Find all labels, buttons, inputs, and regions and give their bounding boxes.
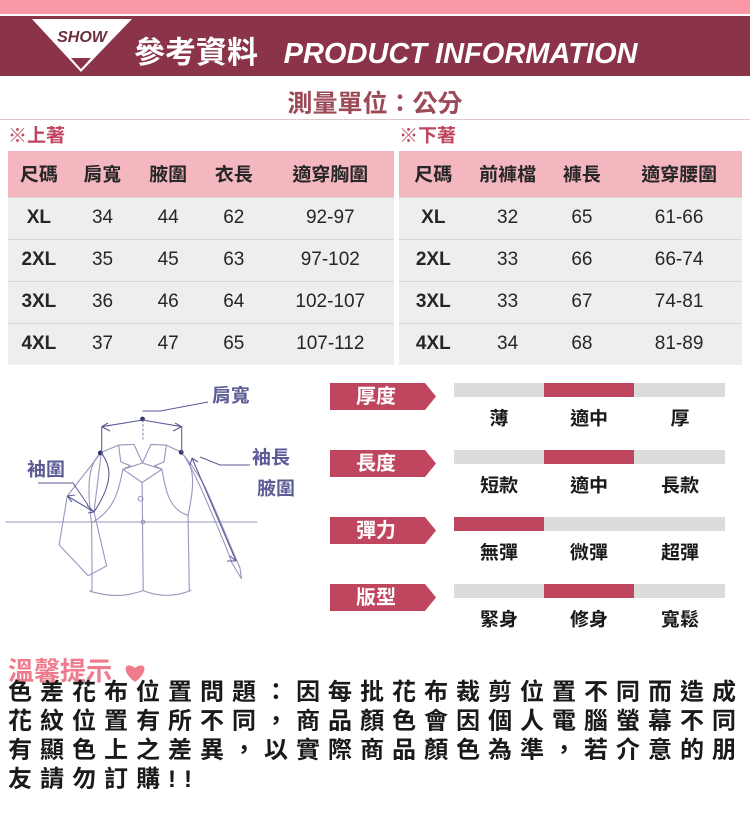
svg-text:SHOW: SHOW [57, 29, 109, 46]
svg-text:袖圍: 袖圍 [27, 459, 65, 481]
svg-text:版型: 版型 [356, 587, 396, 609]
svg-text:彈力: 彈力 [356, 519, 396, 542]
svg-text:腋圍: 腋圍 [257, 479, 295, 500]
svg-text:肩寬: 肩寬 [212, 385, 250, 407]
svg-text:長度: 長度 [356, 452, 396, 475]
svg-text:厚度: 厚度 [356, 385, 396, 408]
svg-text:袖長: 袖長 [252, 447, 290, 469]
